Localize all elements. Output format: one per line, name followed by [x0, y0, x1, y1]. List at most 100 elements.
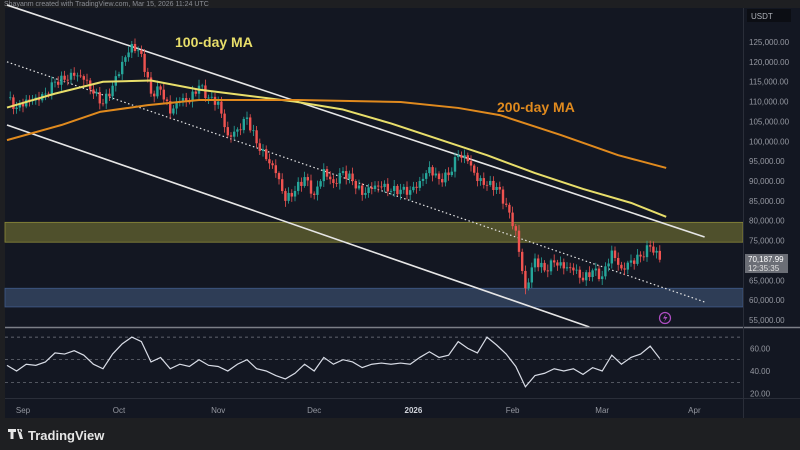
candle — [623, 262, 626, 276]
candle — [53, 78, 57, 88]
candle-body — [281, 179, 284, 192]
candle-body — [9, 97, 12, 99]
candle — [562, 258, 565, 275]
countdown: 12:35:35 — [748, 264, 780, 273]
candle — [149, 71, 153, 97]
candle-body — [245, 117, 249, 119]
candle — [316, 180, 319, 201]
candle — [553, 254, 556, 268]
candle-body — [53, 81, 57, 83]
candle — [450, 167, 453, 177]
candle — [12, 94, 15, 115]
candle — [546, 264, 549, 278]
time-tick-label: 2026 — [405, 406, 423, 415]
price-tick-label: 55,000.00 — [749, 316, 785, 325]
candle-body — [620, 264, 623, 269]
candle-body — [76, 75, 79, 77]
candle — [57, 76, 60, 88]
candle — [313, 191, 316, 200]
candle — [543, 260, 546, 273]
candle — [137, 46, 140, 57]
candle — [274, 159, 277, 178]
footer-brand[interactable]: TradingView — [28, 428, 105, 443]
candle — [463, 149, 466, 164]
candle-body — [450, 171, 453, 176]
candle — [428, 161, 431, 177]
candle-body — [431, 167, 434, 176]
candle — [9, 91, 12, 101]
candle-body — [610, 250, 613, 264]
candle-body — [505, 203, 508, 205]
candle — [159, 84, 162, 96]
candle — [498, 181, 501, 194]
candle — [284, 188, 287, 207]
candle-body — [293, 190, 297, 197]
candle — [226, 121, 229, 138]
candle — [447, 167, 450, 181]
candle — [581, 271, 585, 283]
candle — [338, 168, 341, 190]
candle — [380, 181, 383, 190]
candle — [69, 68, 73, 85]
candle-body — [501, 189, 505, 204]
candle-body — [322, 169, 325, 182]
candle — [645, 240, 649, 262]
candle — [265, 145, 268, 162]
candle — [658, 245, 661, 263]
candle — [364, 187, 367, 199]
candle-body — [332, 179, 335, 184]
candle — [585, 269, 588, 287]
candle-body — [268, 159, 271, 164]
candle — [293, 185, 297, 202]
price-tick-label: 90,000.00 — [749, 177, 785, 186]
candle — [143, 49, 146, 77]
candle — [361, 183, 364, 201]
candle — [370, 182, 373, 195]
price-tick-label: 110,000.00 — [749, 98, 789, 107]
candle — [639, 251, 642, 263]
candle-body — [540, 262, 543, 268]
candle-body — [277, 173, 281, 180]
candle-body — [217, 101, 220, 105]
candle-body — [530, 267, 533, 283]
candle — [101, 98, 105, 107]
candle — [514, 224, 517, 236]
candle — [261, 144, 265, 157]
currency-badge[interactable] — [747, 9, 791, 22]
candle-body — [658, 250, 661, 260]
candle — [290, 189, 293, 202]
candle — [434, 167, 437, 178]
candle-body — [626, 262, 629, 270]
candle-body — [341, 171, 345, 174]
candle-body — [226, 127, 229, 136]
candle — [572, 263, 575, 276]
candle — [405, 181, 409, 200]
candle-body — [133, 43, 137, 52]
candle-body — [44, 93, 47, 95]
chart-background — [5, 8, 800, 418]
candle-body — [418, 181, 421, 188]
candle — [517, 224, 521, 257]
candle — [636, 248, 639, 266]
candle — [591, 268, 594, 282]
candle — [367, 183, 370, 198]
lightning-icon[interactable] — [658, 311, 672, 325]
candle-body — [82, 76, 85, 80]
candle-body — [92, 89, 95, 94]
candle-body — [373, 185, 377, 189]
currency-label: USDT — [751, 12, 773, 21]
candle-body — [655, 250, 658, 253]
candle-body — [581, 277, 585, 281]
candle-body — [572, 267, 575, 271]
candle — [239, 123, 242, 136]
candle — [140, 45, 143, 58]
candle — [85, 73, 89, 85]
candle-body — [98, 92, 101, 104]
candle — [578, 266, 581, 284]
candle-body — [191, 91, 194, 102]
candle-body — [255, 130, 258, 144]
candle-body — [415, 186, 418, 188]
candle-body — [562, 262, 565, 269]
candle-body — [357, 185, 361, 189]
